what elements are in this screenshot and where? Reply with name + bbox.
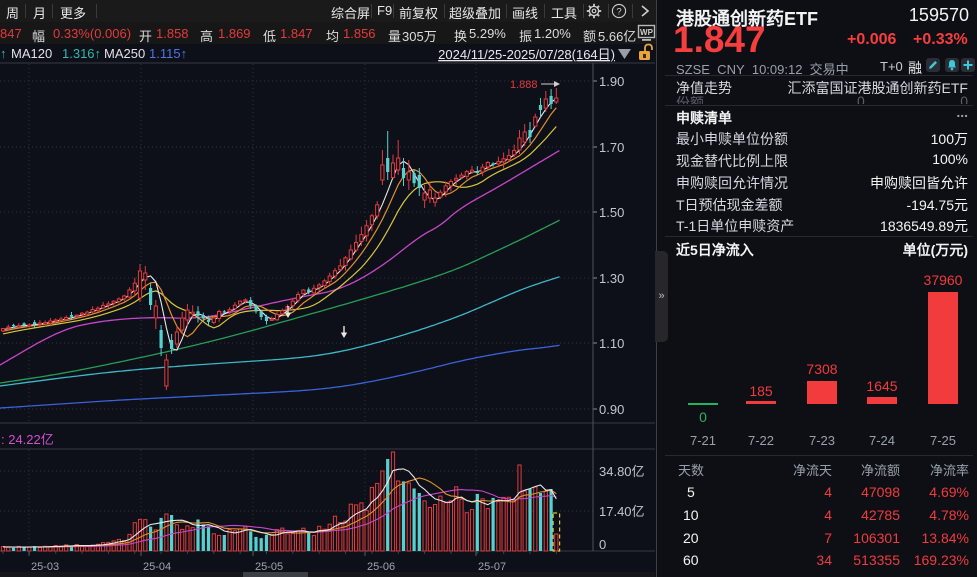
svg-text:25-05: 25-05 <box>255 561 283 573</box>
svg-text:1.50: 1.50 <box>599 205 624 220</box>
svg-text:25-07: 25-07 <box>478 561 506 573</box>
svg-text:7-22: 7-22 <box>748 433 774 448</box>
svg-text:1.316↑: 1.316↑ <box>62 46 101 61</box>
svg-text:37960: 37960 <box>924 272 963 288</box>
svg-text:7-25: 7-25 <box>930 433 956 448</box>
svg-text:7-23: 7-23 <box>809 433 835 448</box>
svg-text:7-21: 7-21 <box>690 433 716 448</box>
svg-text:25-03: 25-03 <box>31 561 59 573</box>
svg-text:0: 0 <box>699 409 707 425</box>
svg-text:?: ? <box>616 6 621 17</box>
svg-text:34.80亿: 34.80亿 <box>599 464 645 479</box>
svg-text:1.30: 1.30 <box>599 271 624 286</box>
svg-text:185: 185 <box>749 383 773 399</box>
svg-text:1645: 1645 <box>866 378 897 394</box>
svg-text:7-24: 7-24 <box>869 433 895 448</box>
svg-text:25-06: 25-06 <box>367 561 395 573</box>
svg-text:17.40亿: 17.40亿 <box>599 504 645 519</box>
svg-text:1.115↑: 1.115↑ <box>149 46 187 61</box>
svg-text:MA120: MA120 <box>11 46 52 61</box>
svg-text:1.10: 1.10 <box>599 336 624 351</box>
svg-text:0.90: 0.90 <box>599 402 624 417</box>
svg-text:25-04: 25-04 <box>143 561 171 573</box>
svg-text:: 24.22亿: : 24.22亿 <box>1 432 54 447</box>
svg-text:2024/11/25-2025/07/28(164日): 2024/11/25-2025/07/28(164日) <box>438 47 615 62</box>
svg-text:7308: 7308 <box>806 361 837 377</box>
svg-text:↑: ↑ <box>0 46 7 61</box>
svg-text:1.90: 1.90 <box>599 74 624 89</box>
svg-text:1.70: 1.70 <box>599 140 624 155</box>
svg-text:1.888: 1.888 <box>510 79 538 91</box>
svg-text:MA250: MA250 <box>104 46 145 61</box>
svg-text:0: 0 <box>599 537 606 552</box>
svg-text:WP: WP <box>640 28 654 37</box>
